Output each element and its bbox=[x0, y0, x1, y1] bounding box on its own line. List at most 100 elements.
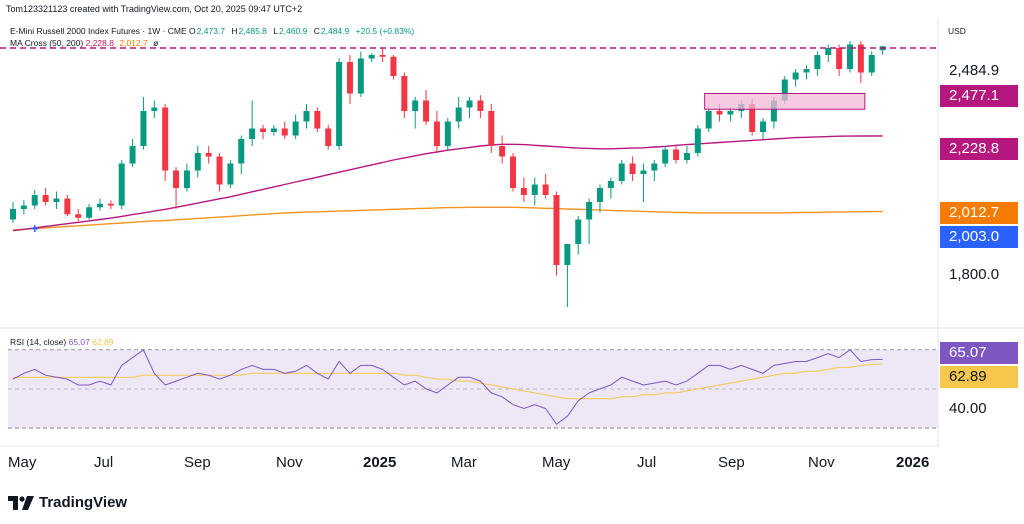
candle-body bbox=[325, 128, 332, 146]
rsi-line bbox=[12, 349, 883, 425]
candle bbox=[629, 156, 636, 181]
candle bbox=[42, 188, 49, 206]
tradingview-logo-icon bbox=[8, 495, 34, 510]
candle bbox=[488, 104, 495, 153]
candle-body bbox=[75, 214, 82, 218]
candle-body bbox=[249, 128, 256, 139]
candle-body bbox=[86, 207, 93, 218]
candle-body bbox=[846, 44, 853, 69]
ma-cross-marker bbox=[31, 225, 39, 233]
x-label-mar-2025: Mar bbox=[451, 454, 477, 471]
candle bbox=[10, 202, 16, 223]
instrument-title: E-Mini Russell 2000 Index Futures · 1W ·… bbox=[10, 26, 187, 36]
candle bbox=[760, 118, 767, 139]
candle bbox=[162, 104, 169, 181]
hide-indicator-icon[interactable]: ø bbox=[153, 38, 159, 48]
candle bbox=[118, 160, 125, 209]
candle-body bbox=[662, 149, 669, 164]
candle bbox=[455, 97, 462, 129]
candle-body bbox=[673, 149, 680, 160]
x-label-nov-2025: Nov bbox=[808, 454, 835, 471]
candle bbox=[401, 72, 408, 118]
candle-body bbox=[10, 209, 16, 220]
candle-body bbox=[596, 188, 603, 202]
candle-body bbox=[792, 72, 799, 80]
candle-body bbox=[770, 100, 777, 122]
candle-body bbox=[433, 121, 440, 146]
candle-body bbox=[270, 128, 277, 132]
last-price-label: 2,484.9 bbox=[949, 62, 1000, 79]
candle-body bbox=[20, 205, 27, 209]
candle bbox=[662, 146, 669, 167]
candle-body bbox=[238, 139, 245, 164]
brand-name: TradingView bbox=[39, 494, 128, 511]
candle-body bbox=[346, 62, 353, 94]
candle bbox=[575, 216, 582, 255]
candle bbox=[75, 209, 82, 222]
ma-cross-label: MA Cross (50, 200) bbox=[10, 38, 84, 48]
candle-body bbox=[836, 48, 843, 69]
candle bbox=[531, 177, 538, 206]
ohlc-value-h: 2,485.8 bbox=[238, 26, 267, 36]
candle-body bbox=[586, 202, 593, 220]
candle-body bbox=[118, 163, 125, 206]
candle bbox=[173, 167, 180, 209]
rsi-legend[interactable]: RSI (14, close) 65.07 62.89 bbox=[10, 337, 114, 347]
candle bbox=[238, 135, 245, 174]
candle-body bbox=[607, 181, 614, 188]
candle-body bbox=[162, 107, 169, 171]
candle-body bbox=[618, 163, 625, 181]
x-label-may-2024: May bbox=[8, 454, 37, 471]
x-label-jul-2024: Jul bbox=[94, 454, 114, 471]
currency-label[interactable]: USD bbox=[948, 26, 966, 36]
candle-body bbox=[651, 163, 658, 171]
candle-body bbox=[825, 48, 832, 55]
candle bbox=[825, 44, 832, 62]
candle-body bbox=[205, 153, 212, 157]
candle bbox=[477, 95, 484, 118]
ma-legend[interactable]: MA Cross (50, 200) 2,228.8 2,012.7 ø bbox=[10, 38, 158, 48]
candle-body bbox=[183, 170, 190, 188]
candle-body bbox=[281, 128, 288, 136]
candle bbox=[814, 51, 821, 76]
candle-body bbox=[303, 111, 310, 122]
candle bbox=[205, 146, 212, 164]
candle bbox=[607, 177, 614, 199]
candle-body bbox=[520, 188, 527, 195]
candle bbox=[520, 177, 527, 202]
candle-body bbox=[814, 55, 821, 69]
candle-body bbox=[640, 170, 647, 174]
candle-body bbox=[227, 163, 234, 185]
candle-body bbox=[401, 76, 408, 111]
candle bbox=[260, 125, 267, 139]
ohlc-value-l: 2,460.9 bbox=[279, 26, 308, 36]
instrument-legend: E-Mini Russell 2000 Index Futures · 1W ·… bbox=[10, 26, 418, 36]
x-label-sep-2024: Sep bbox=[184, 454, 211, 471]
price-change: +20.5 (+0.83%) bbox=[355, 26, 415, 36]
candle-body bbox=[575, 219, 582, 244]
rsi-value: 65.07 bbox=[68, 337, 90, 347]
candle bbox=[553, 191, 560, 276]
ohlc-value-o: 2,473.7 bbox=[196, 26, 226, 36]
candle bbox=[510, 153, 517, 192]
tradingview-logo[interactable]: TradingView bbox=[8, 494, 127, 511]
candle-body bbox=[379, 55, 386, 57]
candle bbox=[96, 198, 103, 211]
candle-body bbox=[727, 111, 734, 115]
candle bbox=[249, 100, 256, 146]
candle-body bbox=[477, 100, 484, 111]
x-label-sep-2025: Sep bbox=[718, 454, 745, 471]
candle-body bbox=[781, 79, 788, 101]
candle bbox=[466, 97, 473, 118]
candle-body bbox=[194, 153, 201, 171]
candle bbox=[20, 200, 27, 215]
x-label-2026: 2026 bbox=[896, 454, 930, 471]
ohlc-key-h: H bbox=[229, 26, 238, 36]
candle bbox=[433, 111, 440, 153]
ohlc-value-c: 2,484.9 bbox=[320, 26, 350, 36]
candle bbox=[705, 107, 712, 132]
candle bbox=[803, 65, 810, 80]
candle bbox=[368, 53, 375, 62]
rsi-tick-40: 40.00 bbox=[949, 400, 987, 417]
